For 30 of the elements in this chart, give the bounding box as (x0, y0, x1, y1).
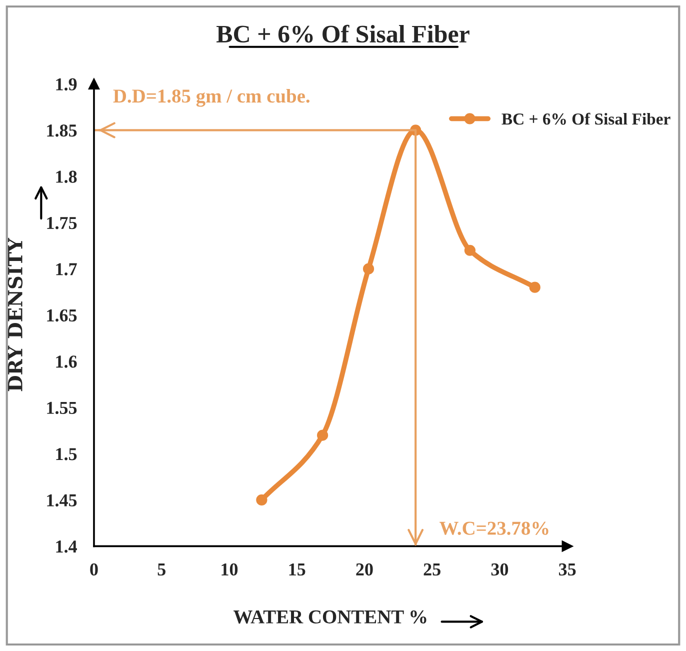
x-tick-label: 20 (356, 563, 373, 576)
x-tick-label: 5 (158, 564, 166, 576)
x-tick-label: 10 (222, 563, 238, 576)
y-tick-label: 1.55 (47, 402, 77, 414)
ref-line-label: W.C=23.78% (440, 522, 548, 535)
y-tick-label: 1.6 (56, 356, 77, 368)
point (464, 244, 476, 256)
y-tick-label: 1.75 (47, 216, 77, 230)
ref-line-label: D.D=1.85 gm / cm cube. (113, 88, 310, 107)
y-tick-label: 1.9 (56, 78, 77, 90)
x-tick-label: 0 (90, 563, 98, 576)
y-tick-label: 1.45 (47, 494, 77, 506)
x-tick-label: 30 (491, 563, 508, 576)
y-tick-label: 1.8 (56, 170, 77, 183)
x-tick-label: 25 (424, 563, 440, 576)
x-tick-label: 15 (289, 563, 306, 576)
y-tick-label: 1.4 (56, 540, 77, 553)
point (529, 282, 540, 293)
y-axis-title: DRY DENSITY (8, 238, 23, 392)
legend-label: BC + 6% Of Sisal Fiber (502, 112, 670, 125)
y-tick-label: 1.65 (47, 309, 77, 322)
x-tick-label: 35 (558, 563, 576, 576)
y-tick-label: 1.5 (56, 448, 77, 460)
chart-title: BC + 6% Of Sisal Fiber (216, 24, 470, 43)
point (316, 430, 328, 441)
y-tick-label: 1.85 (47, 124, 77, 137)
x-axis-title: WATER CONTENT % (234, 610, 426, 624)
y-tick-label: 1.7 (56, 263, 77, 276)
point (256, 494, 268, 506)
point (362, 263, 374, 274)
